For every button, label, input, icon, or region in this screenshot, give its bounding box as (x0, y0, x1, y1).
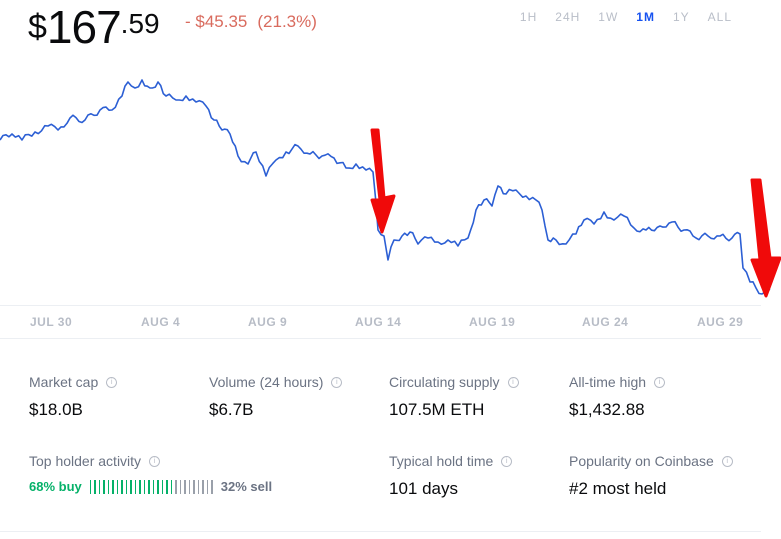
stat-value: 107.5M ETH (389, 400, 485, 419)
stat-circulating-supply: Circulating supply i 107.5M ETH (389, 374, 519, 420)
holder-activity-bar: 68% buy 32% sell (29, 479, 272, 494)
x-tick-label: AUG 19 (469, 315, 516, 329)
sell-tick (188, 479, 191, 494)
price-display: $ 167 .59 (28, 4, 160, 50)
sell-tick (202, 479, 204, 494)
buy-tick (89, 479, 92, 494)
sell-tick (211, 479, 213, 494)
buy-tick (166, 479, 168, 494)
buy-tick (157, 479, 159, 494)
price-line (0, 79, 771, 295)
stat-label: Popularity on Coinbase i (569, 453, 733, 469)
info-icon[interactable]: i (106, 376, 118, 388)
sell-tick (193, 479, 195, 494)
range-tab-1w[interactable]: 1W (598, 10, 619, 24)
info-icon[interactable]: i (721, 455, 733, 467)
info-icon[interactable]: i (149, 455, 161, 467)
x-tick-label: AUG 29 (697, 315, 744, 329)
info-icon[interactable]: i (501, 455, 513, 467)
range-tab-24h[interactable]: 24H (555, 10, 581, 24)
stat-label: Volume (24 hours) i (209, 374, 343, 390)
range-tab-1m[interactable]: 1M (636, 10, 655, 24)
price-decimal: .59 (120, 8, 160, 39)
stat-volume: Volume (24 hours) i $6.7B (209, 374, 343, 420)
stat-label: Typical hold time i (389, 453, 513, 469)
x-tick-label: AUG 9 (248, 315, 288, 329)
stat-label: Top holder activity i (29, 453, 272, 469)
range-tab-1h[interactable]: 1H (519, 10, 538, 24)
price-change: - $45.35 (21.3%) (185, 12, 317, 32)
info-icon[interactable]: i (654, 376, 666, 388)
stat-typical-hold-time: Typical hold time i 101 days (389, 453, 513, 499)
price-chart[interactable] (0, 60, 781, 305)
stat-label: Market cap i (29, 374, 118, 390)
time-range-tabs: 1H 24H 1W 1M 1Y ALL (511, 10, 741, 24)
buy-tick (152, 479, 155, 494)
stat-label-text: Volume (24 hours) (209, 374, 324, 390)
stat-label-text: Market cap (29, 374, 99, 390)
stat-value: 101 days (389, 479, 458, 498)
buy-tick (143, 479, 146, 494)
buy-sell-meter (89, 479, 213, 494)
stat-top-holder-activity: Top holder activity i 68% buy 32% sell (29, 453, 272, 494)
price-change-percent: (21.3%) (257, 12, 317, 31)
buy-tick (103, 479, 105, 494)
stat-label: All-time high i (569, 374, 666, 390)
red-arrow-icon (750, 178, 781, 298)
stat-value: $1,432.88 (569, 400, 645, 419)
stat-all-time-high: All-time high i $1,432.88 (569, 374, 666, 420)
x-tick-label: AUG 4 (141, 315, 181, 329)
buy-tick (94, 479, 96, 494)
x-tick-label: AUG 14 (355, 315, 402, 329)
buy-tick (107, 479, 110, 494)
chart-axis-divider (0, 305, 761, 306)
stat-market-cap: Market cap i $18.0B (29, 374, 118, 420)
bottom-divider (0, 531, 761, 532)
stat-label-text: Typical hold time (389, 453, 494, 469)
buy-percent: 68% buy (29, 479, 82, 494)
sell-percent: 32% sell (220, 479, 273, 494)
stat-value: #2 most held (569, 479, 667, 498)
stat-label-text: Popularity on Coinbase (569, 453, 714, 469)
buy-tick (125, 479, 128, 494)
buy-tick (98, 479, 101, 494)
buy-tick (161, 479, 164, 494)
sell-tick (175, 479, 177, 494)
buy-tick (139, 479, 141, 494)
buy-tick (121, 479, 123, 494)
price-whole: 167 (46, 1, 122, 53)
sell-tick (179, 479, 182, 494)
buy-tick (170, 479, 173, 494)
stat-popularity: Popularity on Coinbase i #2 most held (569, 453, 733, 499)
stat-label-text: All-time high (569, 374, 647, 390)
price-change-amount: - $45.35 (185, 12, 248, 31)
buy-tick (112, 479, 114, 494)
price-currency: $ (28, 8, 47, 46)
sell-tick (197, 479, 200, 494)
range-tab-all[interactable]: ALL (707, 10, 732, 24)
buy-tick (134, 479, 137, 494)
stat-label-text: Top holder activity (29, 453, 142, 469)
buy-tick (130, 479, 132, 494)
x-tick-label: JUL 30 (30, 315, 73, 329)
buy-tick (148, 479, 150, 494)
x-tick-label: AUG 24 (582, 315, 629, 329)
buy-tick (116, 479, 119, 494)
sell-tick (206, 479, 209, 494)
stats-divider (0, 338, 761, 339)
info-icon[interactable]: i (507, 376, 519, 388)
stat-label: Circulating supply i (389, 374, 519, 390)
sell-tick (184, 479, 186, 494)
stat-value: $18.0B (29, 400, 83, 419)
info-icon[interactable]: i (331, 376, 343, 388)
stat-label-text: Circulating supply (389, 374, 500, 390)
x-axis: JUL 30 AUG 4 AUG 9 AUG 14 AUG 19 AUG 24 … (0, 315, 781, 331)
range-tab-1y[interactable]: 1Y (672, 10, 690, 24)
stat-value: $6.7B (209, 400, 254, 419)
red-arrow-icon (370, 128, 396, 234)
